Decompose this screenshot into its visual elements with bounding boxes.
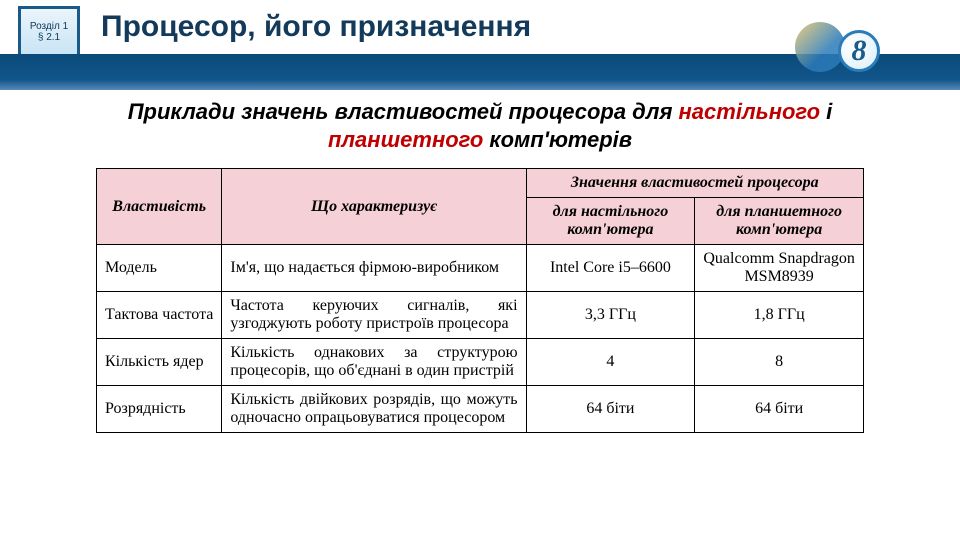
- slide-header: Розділ 1 § 2.1 Процесор, його призначенн…: [0, 0, 960, 85]
- cell-desktop: 4: [526, 339, 695, 386]
- cell-desc: Частота керуючих сигналів, які узгоджуют…: [222, 292, 526, 339]
- chapter-line1: Розділ 1: [30, 21, 68, 32]
- table-row: Модель Ім'я, що надається фірмою-виробни…: [97, 245, 864, 292]
- cell-tablet: Qualcomm Snapdragon MSM8939: [695, 245, 864, 292]
- subtitle-red1: настільного: [679, 99, 821, 124]
- processor-properties-table: Власти­вість Що характеризує Значення вл…: [96, 168, 864, 433]
- cell-desktop: 3,3 ГГц: [526, 292, 695, 339]
- subtitle-red2: планшетного: [328, 127, 483, 152]
- table-row: Розряд­ність Кількість двійкових роз­ряд…: [97, 386, 864, 433]
- cell-tablet: 8: [695, 339, 864, 386]
- subtitle-mid: і: [820, 99, 832, 124]
- cell-desktop: Intel Core i5–6600: [526, 245, 695, 292]
- table-row: Кількість ядер Кількість однакових за ст…: [97, 339, 864, 386]
- th-desktop: для настільного комп'ютера: [526, 198, 695, 245]
- cell-prop: Модель: [97, 245, 222, 292]
- grade-badge: 8: [838, 30, 880, 72]
- table-row: Тактова частота Частота керуючих сигналі…: [97, 292, 864, 339]
- cell-tablet: 64 біти: [695, 386, 864, 433]
- subtitle-suffix: комп'ютерів: [483, 127, 632, 152]
- cell-prop: Тактова частота: [97, 292, 222, 339]
- subtitle-prefix: Приклади значень властивостей процесора …: [128, 99, 679, 124]
- table-container: Власти­вість Що характеризує Значення вл…: [96, 168, 864, 433]
- th-tablet: для планшетно­го комп'ютера: [695, 198, 864, 245]
- subtitle: Приклади значень властивостей процесора …: [0, 98, 960, 153]
- cell-prop: Кількість ядер: [97, 339, 222, 386]
- chapter-line2: § 2.1: [38, 32, 60, 43]
- cell-tablet: 1,8 ГГц: [695, 292, 864, 339]
- th-values-merged: Значення властивостей процесора: [526, 169, 863, 198]
- cell-desc: Кількість однакових за структурою процес…: [222, 339, 526, 386]
- th-characteristic: Що характеризує: [222, 169, 526, 245]
- cell-desc: Ім'я, що надається фірмою-виробником: [222, 245, 526, 292]
- th-property: Власти­вість: [97, 169, 222, 245]
- cell-desktop: 64 біти: [526, 386, 695, 433]
- page-title: Процесор, його призначення: [95, 10, 531, 44]
- table-header-row-1: Власти­вість Що характеризує Значення вл…: [97, 169, 864, 198]
- chapter-badge: Розділ 1 § 2.1: [18, 6, 80, 58]
- cell-desc: Кількість двійкових роз­рядів, що можуть…: [222, 386, 526, 433]
- cell-prop: Розряд­ність: [97, 386, 222, 433]
